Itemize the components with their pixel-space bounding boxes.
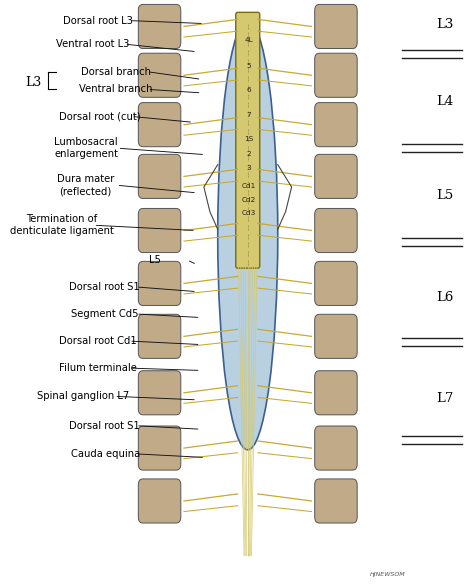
Text: Dorsal root (cut): Dorsal root (cut) <box>59 111 141 122</box>
Text: 1S: 1S <box>244 136 253 142</box>
FancyBboxPatch shape <box>138 371 181 415</box>
Text: Dorsal branch: Dorsal branch <box>81 66 151 77</box>
Text: HJNEWSOM: HJNEWSOM <box>370 572 406 577</box>
Text: 2: 2 <box>246 151 251 157</box>
FancyBboxPatch shape <box>315 315 357 359</box>
FancyBboxPatch shape <box>138 209 181 253</box>
Text: L3: L3 <box>436 18 454 31</box>
Text: 3: 3 <box>246 165 251 171</box>
Text: 6: 6 <box>246 87 251 93</box>
FancyBboxPatch shape <box>315 262 357 306</box>
Text: L4: L4 <box>436 95 454 108</box>
FancyBboxPatch shape <box>315 209 357 253</box>
Text: L5: L5 <box>436 189 454 202</box>
FancyBboxPatch shape <box>315 479 357 523</box>
Text: Dorsal root S1: Dorsal root S1 <box>69 420 140 431</box>
FancyBboxPatch shape <box>138 315 181 359</box>
FancyBboxPatch shape <box>138 54 181 98</box>
Text: Dura mater
(reflected): Dura mater (reflected) <box>56 175 114 196</box>
Text: 4L: 4L <box>245 37 253 43</box>
Text: Filum terminale: Filum terminale <box>59 363 137 373</box>
FancyBboxPatch shape <box>138 103 181 147</box>
Text: Dorsal root S1: Dorsal root S1 <box>69 282 140 292</box>
Text: 5: 5 <box>246 63 251 69</box>
FancyBboxPatch shape <box>138 155 181 199</box>
Text: Lumbosacral
enlargement: Lumbosacral enlargement <box>54 138 118 159</box>
FancyBboxPatch shape <box>315 54 357 98</box>
Text: L7: L7 <box>436 392 454 405</box>
Text: Cd2: Cd2 <box>242 197 256 203</box>
FancyBboxPatch shape <box>315 426 357 470</box>
Text: 7: 7 <box>246 112 251 118</box>
Text: L5: L5 <box>149 255 161 265</box>
FancyBboxPatch shape <box>315 155 357 199</box>
Text: Dorsal root L3: Dorsal root L3 <box>63 15 133 26</box>
FancyBboxPatch shape <box>138 479 181 523</box>
Text: Termination of
denticulate ligament: Termination of denticulate ligament <box>10 215 114 236</box>
Text: Dorsal root Cd1: Dorsal root Cd1 <box>59 336 137 346</box>
Ellipse shape <box>218 21 278 450</box>
Text: L3: L3 <box>26 76 42 89</box>
FancyBboxPatch shape <box>315 371 357 415</box>
Text: Cauda equina: Cauda equina <box>71 449 140 459</box>
FancyBboxPatch shape <box>138 262 181 306</box>
Text: Ventral branch: Ventral branch <box>80 84 153 95</box>
Text: Ventral root L3: Ventral root L3 <box>56 39 130 49</box>
Text: Segment Cd5: Segment Cd5 <box>71 309 138 319</box>
FancyBboxPatch shape <box>315 5 357 49</box>
FancyBboxPatch shape <box>138 426 181 470</box>
FancyBboxPatch shape <box>315 103 357 147</box>
FancyBboxPatch shape <box>138 5 181 49</box>
Text: L6: L6 <box>436 291 454 304</box>
Text: Cd3: Cd3 <box>242 210 256 216</box>
Text: Cd1: Cd1 <box>242 183 256 189</box>
FancyBboxPatch shape <box>236 12 260 268</box>
Text: Spinal ganglion L7: Spinal ganglion L7 <box>37 391 129 402</box>
